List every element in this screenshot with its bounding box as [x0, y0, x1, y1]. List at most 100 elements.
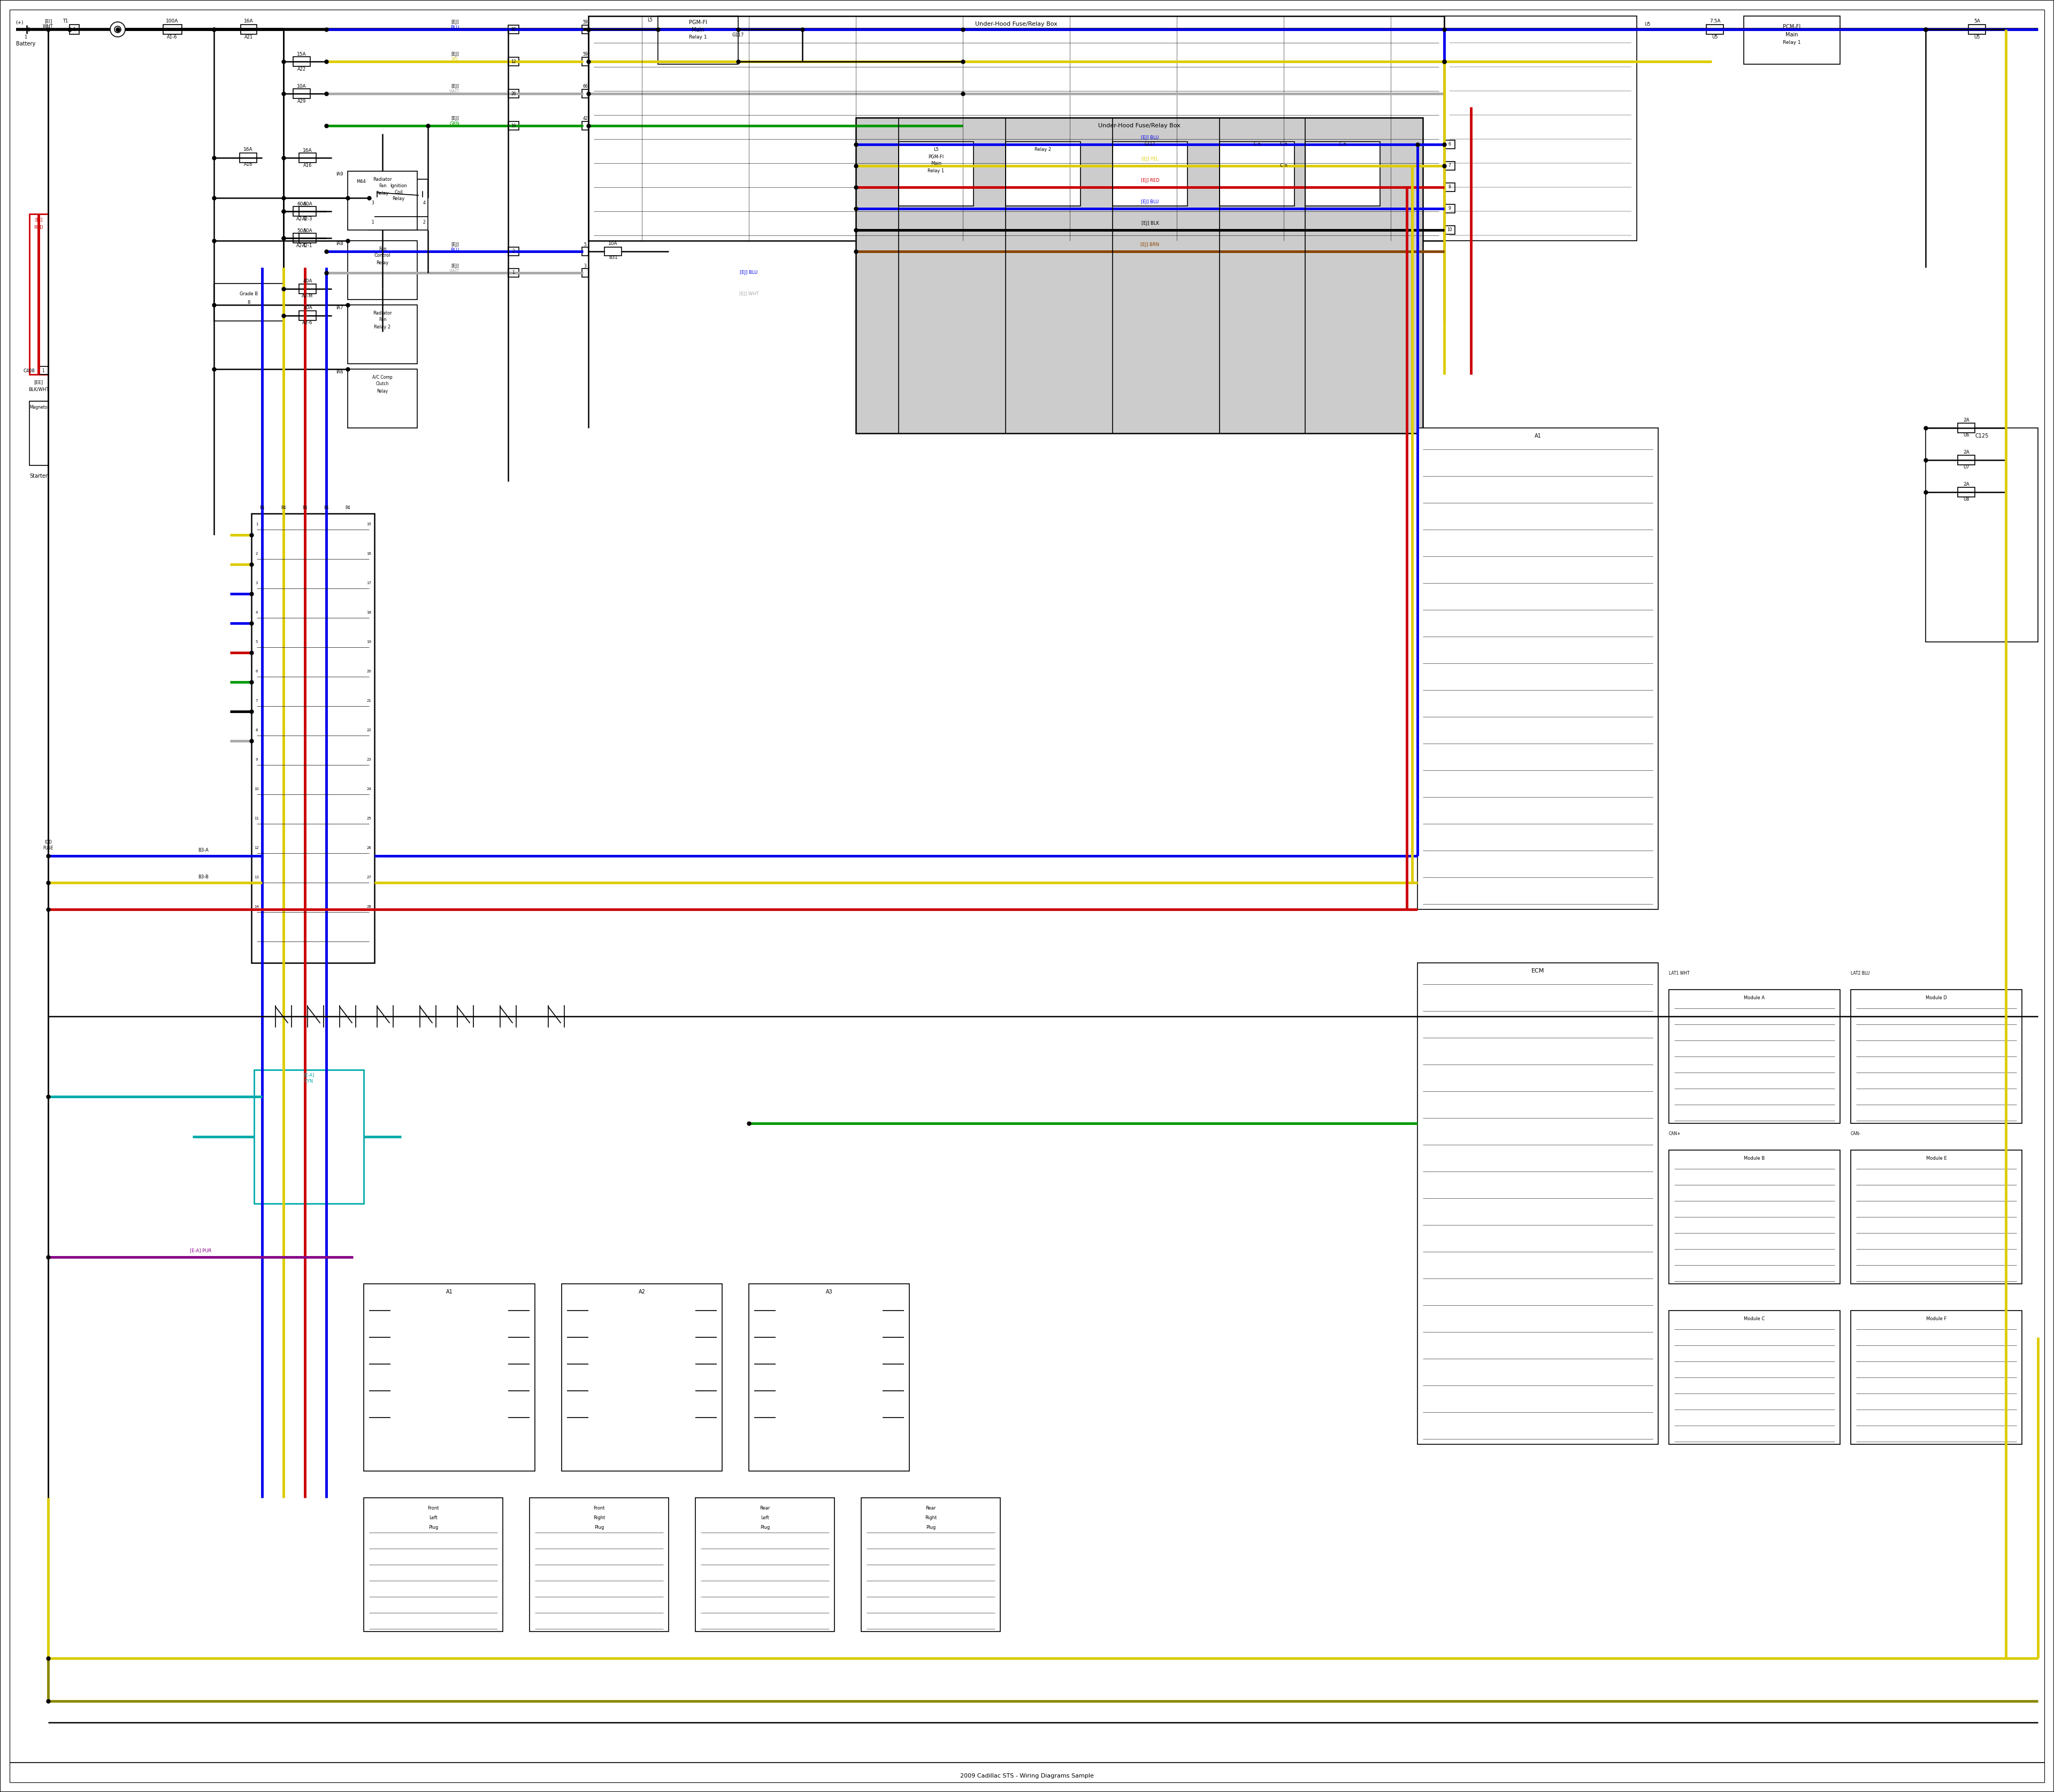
Bar — [240, 25, 257, 34]
Text: G117: G117 — [731, 32, 744, 38]
Text: 40A: 40A — [302, 280, 312, 283]
Text: WHT: WHT — [450, 90, 460, 95]
Text: 80: 80 — [511, 27, 516, 32]
Text: A/C Comp: A/C Comp — [372, 375, 392, 380]
Bar — [300, 206, 316, 217]
Text: Plug: Plug — [429, 1525, 438, 1530]
Bar — [1957, 423, 1974, 432]
Text: [EJ] BLU: [EJ] BLU — [739, 271, 758, 276]
Text: Relay: Relay — [376, 190, 388, 195]
Text: A1: A1 — [1534, 434, 1540, 439]
Text: B31: B31 — [608, 256, 618, 260]
Text: Grade B: Grade B — [240, 292, 259, 297]
Text: A21: A21 — [244, 36, 253, 39]
Text: WHT: WHT — [43, 25, 53, 29]
Text: 27: 27 — [368, 876, 372, 878]
Text: 2A: 2A — [1964, 418, 1970, 423]
Bar — [1968, 25, 1986, 34]
Text: 2009 Cadillac STS - Wiring Diagrams Sample: 2009 Cadillac STS - Wiring Diagrams Samp… — [959, 1774, 1095, 1779]
Text: 14: 14 — [255, 905, 259, 909]
Bar — [1444, 226, 1454, 235]
Text: Main: Main — [930, 161, 941, 167]
Text: 9: 9 — [255, 758, 259, 762]
Text: Plug: Plug — [926, 1525, 937, 1530]
Text: A2: A2 — [639, 1288, 645, 1294]
Text: U5: U5 — [1711, 36, 1717, 39]
Text: [EJ] BRN: [EJ] BRN — [1140, 242, 1158, 247]
Text: 2: 2 — [423, 220, 425, 224]
Bar — [900, 142, 974, 206]
Text: U5: U5 — [1645, 22, 1651, 27]
Text: [EJ]: [EJ] — [450, 52, 458, 57]
Text: 42: 42 — [583, 116, 587, 122]
Text: C n: C n — [1280, 142, 1288, 147]
Text: 3: 3 — [372, 201, 374, 206]
Bar — [507, 25, 520, 34]
Text: Module E: Module E — [1927, 1156, 1947, 1161]
Text: Ignition: Ignition — [390, 185, 407, 188]
Text: 17: 17 — [368, 581, 372, 584]
Text: [E-A] PUR: [E-A] PUR — [189, 1249, 212, 1253]
Text: 30A: 30A — [302, 306, 312, 310]
Bar — [347, 369, 417, 428]
Text: 10A: 10A — [608, 242, 618, 246]
Text: 2A: 2A — [1964, 482, 1970, 487]
Bar — [255, 1070, 364, 1204]
Text: A1-6: A1-6 — [166, 36, 177, 39]
Text: YEL: YEL — [450, 57, 458, 63]
Text: PCM-FI: PCM-FI — [1783, 23, 1801, 29]
Text: Magneto: Magneto — [29, 405, 47, 410]
Bar — [581, 57, 587, 66]
Text: U6: U6 — [1964, 434, 1970, 437]
Text: A29: A29 — [298, 99, 306, 104]
Bar — [370, 179, 427, 229]
Text: [EJ] BLU: [EJ] BLU — [1142, 199, 1158, 204]
Bar — [581, 25, 587, 34]
Circle shape — [115, 27, 121, 32]
Text: B3-B: B3-B — [197, 874, 210, 880]
Text: Main: Main — [692, 27, 705, 32]
Text: Radiator: Radiator — [374, 310, 392, 315]
Text: 50A: 50A — [298, 228, 306, 233]
Text: Rear: Rear — [760, 1505, 770, 1511]
Bar — [240, 152, 257, 163]
Bar — [347, 172, 417, 229]
Bar — [861, 1498, 1000, 1631]
Text: Relay 1: Relay 1 — [688, 36, 707, 39]
Bar — [29, 213, 47, 375]
Text: Module D: Module D — [1927, 995, 1947, 1000]
Text: C408: C408 — [23, 369, 35, 373]
Text: RED: RED — [33, 226, 43, 229]
Text: Relay 1: Relay 1 — [928, 168, 945, 174]
Text: 1: 1 — [511, 271, 516, 276]
Text: [EJ] BLU: [EJ] BLU — [1142, 136, 1158, 140]
Text: IOD
FUSE: IOD FUSE — [43, 840, 53, 851]
Text: 2A: 2A — [1964, 450, 1970, 455]
Bar — [857, 118, 1423, 434]
Text: 66: 66 — [583, 84, 587, 90]
Text: 100A: 100A — [166, 20, 179, 23]
Bar — [364, 1498, 503, 1631]
Bar — [507, 269, 520, 278]
Bar — [300, 285, 316, 294]
Bar — [507, 247, 520, 256]
Text: [EJ] YEL: [EJ] YEL — [1142, 158, 1158, 161]
Bar — [1668, 1150, 1840, 1283]
Text: Fan: Fan — [378, 246, 386, 251]
Text: B3-A: B3-A — [197, 848, 210, 853]
Text: Relay 2: Relay 2 — [1035, 147, 1052, 152]
Text: Left: Left — [760, 1516, 768, 1521]
Text: 12: 12 — [255, 846, 259, 849]
Text: [E-A]: [E-A] — [304, 1073, 314, 1077]
Bar — [530, 1498, 670, 1631]
Bar — [1851, 1310, 2021, 1444]
Text: 1: 1 — [255, 523, 259, 525]
Text: 1: 1 — [25, 36, 27, 39]
Text: 24: 24 — [368, 787, 372, 790]
Bar — [657, 16, 737, 65]
Text: 5: 5 — [255, 640, 259, 643]
Text: 11: 11 — [255, 817, 259, 821]
Text: Right: Right — [594, 1516, 606, 1521]
Text: 2: 2 — [255, 552, 259, 556]
Text: U5: U5 — [1974, 36, 1980, 39]
